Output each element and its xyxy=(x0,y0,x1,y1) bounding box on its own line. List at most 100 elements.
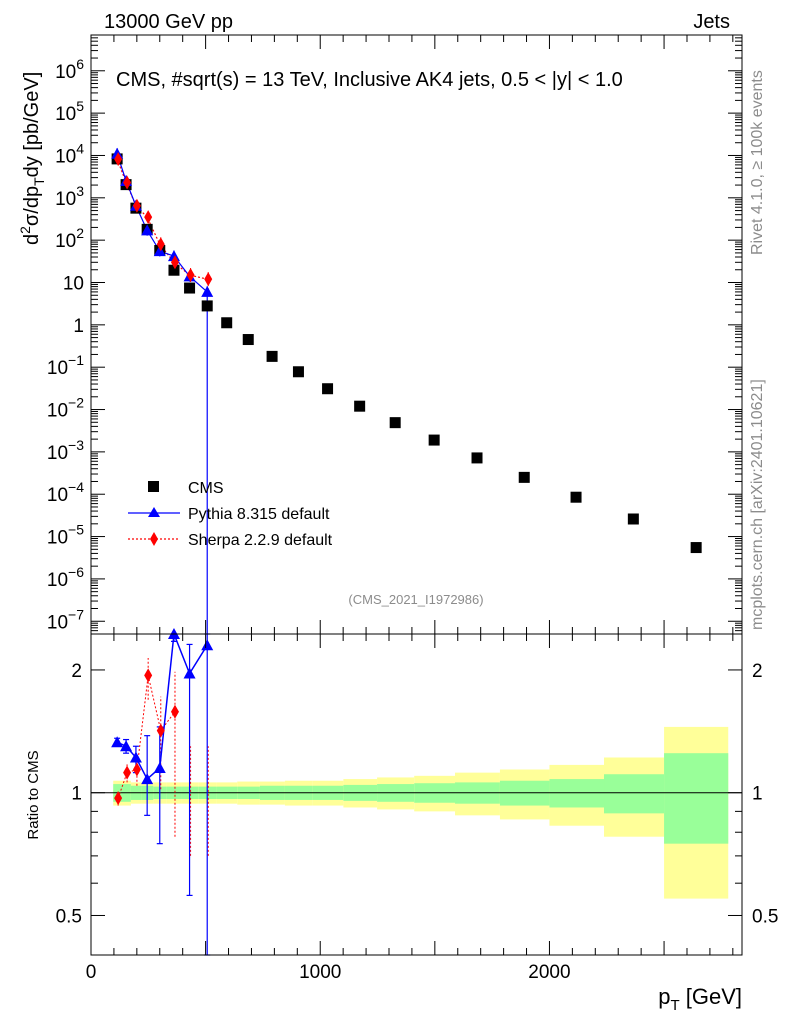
main-y-tick-label: 10−1 xyxy=(47,352,84,379)
ylabel-d: d xyxy=(21,234,43,245)
cms-point xyxy=(518,471,530,483)
mcplots-label: mcplots.cern.ch [arXiv:2401.10621] xyxy=(749,379,766,630)
cms-point xyxy=(266,350,278,362)
main-y-tick-label: 10−4 xyxy=(47,479,84,506)
cms-point xyxy=(570,491,582,503)
ratio-inner-band xyxy=(549,779,605,808)
ratio-y-tick-label-left: 1 xyxy=(71,784,82,805)
cms-point xyxy=(389,417,401,429)
legend-pythia-label: Pythia 8.315 default xyxy=(188,506,330,523)
sherpa-point xyxy=(156,237,165,252)
main-y-tick-label: 10−5 xyxy=(47,522,84,549)
legend-cms-marker xyxy=(148,481,159,492)
ylabel-sub: T xyxy=(31,177,47,186)
pythia-line xyxy=(116,153,208,293)
x-tick-label: 2000 xyxy=(528,962,570,983)
sherpa-ratio-point xyxy=(132,762,141,777)
legend-sherpa-marker xyxy=(150,532,158,546)
cms-point xyxy=(428,434,440,446)
sherpa-point xyxy=(170,255,179,270)
ratio-y-tick-label-right: 1 xyxy=(752,784,763,805)
cms-point xyxy=(292,366,304,378)
energy-label: 13000 GeV pp xyxy=(104,11,233,33)
x-tick-label: 1000 xyxy=(299,962,341,983)
ratio-y-tick-label-right: 0.5 xyxy=(752,906,778,927)
cms-point xyxy=(242,334,254,346)
ylabel-mid: σ/dp xyxy=(21,186,43,226)
sherpa-ratio-point xyxy=(123,765,132,780)
pythia-point xyxy=(167,250,180,262)
ratio-y-tick-label-left: 0.5 xyxy=(56,906,82,927)
main-y-tick-label: 10−2 xyxy=(47,395,84,422)
main-y-axis-label: d2σ/dpTdy [pb/GeV] xyxy=(17,72,47,245)
x-axis-label: pT [GeV] xyxy=(658,984,742,1014)
rivet-label: Rivet 4.1.0, ≥ 100k events xyxy=(749,70,766,255)
main-ticks xyxy=(90,34,742,635)
xlabel-sub: T xyxy=(670,997,679,1014)
sherpa-ratio-point xyxy=(114,791,123,806)
cms-point xyxy=(184,282,196,294)
main-y-tick-labels: 10610510410310210110−110−210−310−410−510… xyxy=(47,56,84,633)
cms-point xyxy=(690,542,702,554)
main-y-tick-label: 10−7 xyxy=(47,606,84,633)
sherpa-point xyxy=(114,152,123,167)
ratio-inner-band xyxy=(664,753,729,844)
sherpa-point xyxy=(123,175,132,190)
chart-title: CMS, #sqrt(s) = 13 TeV, Inclusive AK4 je… xyxy=(116,69,623,91)
xlabel-p: p xyxy=(658,984,670,1009)
cms-point xyxy=(354,400,366,412)
ratio-frame xyxy=(90,633,743,956)
legend: CMS Pythia 8.315 default Sherpa 2.2.9 de… xyxy=(128,480,333,549)
pythia-ratio-point xyxy=(183,667,196,679)
ylabel-tail: dy [pb/GeV] xyxy=(21,72,43,178)
cms-point xyxy=(322,383,334,395)
pythia-point xyxy=(153,245,166,257)
pythia-ratio-point xyxy=(111,736,124,748)
cms-point xyxy=(471,452,483,464)
pythia-point xyxy=(141,224,154,236)
main-y-tick-label: 104 xyxy=(55,140,84,167)
main-series-layer xyxy=(111,147,702,634)
ratio-y-tick-label-right: 2 xyxy=(752,661,763,682)
legend-cms-label: CMS xyxy=(188,480,224,497)
ratio-y-tick-label-left: 2 xyxy=(71,661,82,682)
cms-point xyxy=(627,513,639,525)
main-y-tick-label: 103 xyxy=(55,183,84,210)
sherpa-point xyxy=(204,272,213,287)
pythia-point xyxy=(201,285,214,297)
sherpa-ratio-line xyxy=(117,675,176,799)
category-label: Jets xyxy=(693,11,730,33)
pythia-ratio-point xyxy=(153,761,166,773)
sherpa-point xyxy=(186,268,195,283)
sherpa-point xyxy=(132,198,141,213)
sherpa-ratio-point xyxy=(144,668,153,683)
sherpa-ratio-point xyxy=(170,704,179,719)
cms-point xyxy=(201,300,213,312)
sherpa-line xyxy=(116,158,208,280)
analysis-label: (CMS_2021_I1972986) xyxy=(348,592,483,607)
ratio-uncertainty-bands xyxy=(113,726,729,899)
ratio-y-axis-label: Ratio to CMS xyxy=(25,750,42,839)
sherpa-ratio-point xyxy=(156,723,165,738)
x-tick-label: 0 xyxy=(86,962,97,983)
ratio-ticks: 0.5 0.5 1 1 2 2 0 1000 2000 xyxy=(56,634,778,983)
legend-sherpa-label: Sherpa 2.2.9 default xyxy=(188,532,333,549)
cms-point xyxy=(168,264,180,276)
cms-point xyxy=(221,317,233,329)
pythia-ratio-point xyxy=(129,751,142,763)
main-y-tick-label: 10−6 xyxy=(47,564,84,591)
main-y-tick-label: 10−3 xyxy=(47,437,84,464)
ylabel-sup: 2 xyxy=(17,226,33,234)
ratio-inner-band xyxy=(604,774,665,814)
main-y-tick-label: 106 xyxy=(55,56,84,83)
xlabel-unit: [GeV] xyxy=(680,984,742,1009)
pythia-ratio-point xyxy=(120,740,133,752)
main-y-tick-label: 105 xyxy=(55,98,84,125)
legend-pythia-marker xyxy=(148,507,160,517)
pythia-ratio-line xyxy=(116,633,208,781)
pythia-ratio-point xyxy=(141,773,154,785)
main-y-tick-label: 102 xyxy=(55,225,84,252)
pythia-ratio-point xyxy=(201,639,214,651)
sherpa-point xyxy=(144,210,153,225)
